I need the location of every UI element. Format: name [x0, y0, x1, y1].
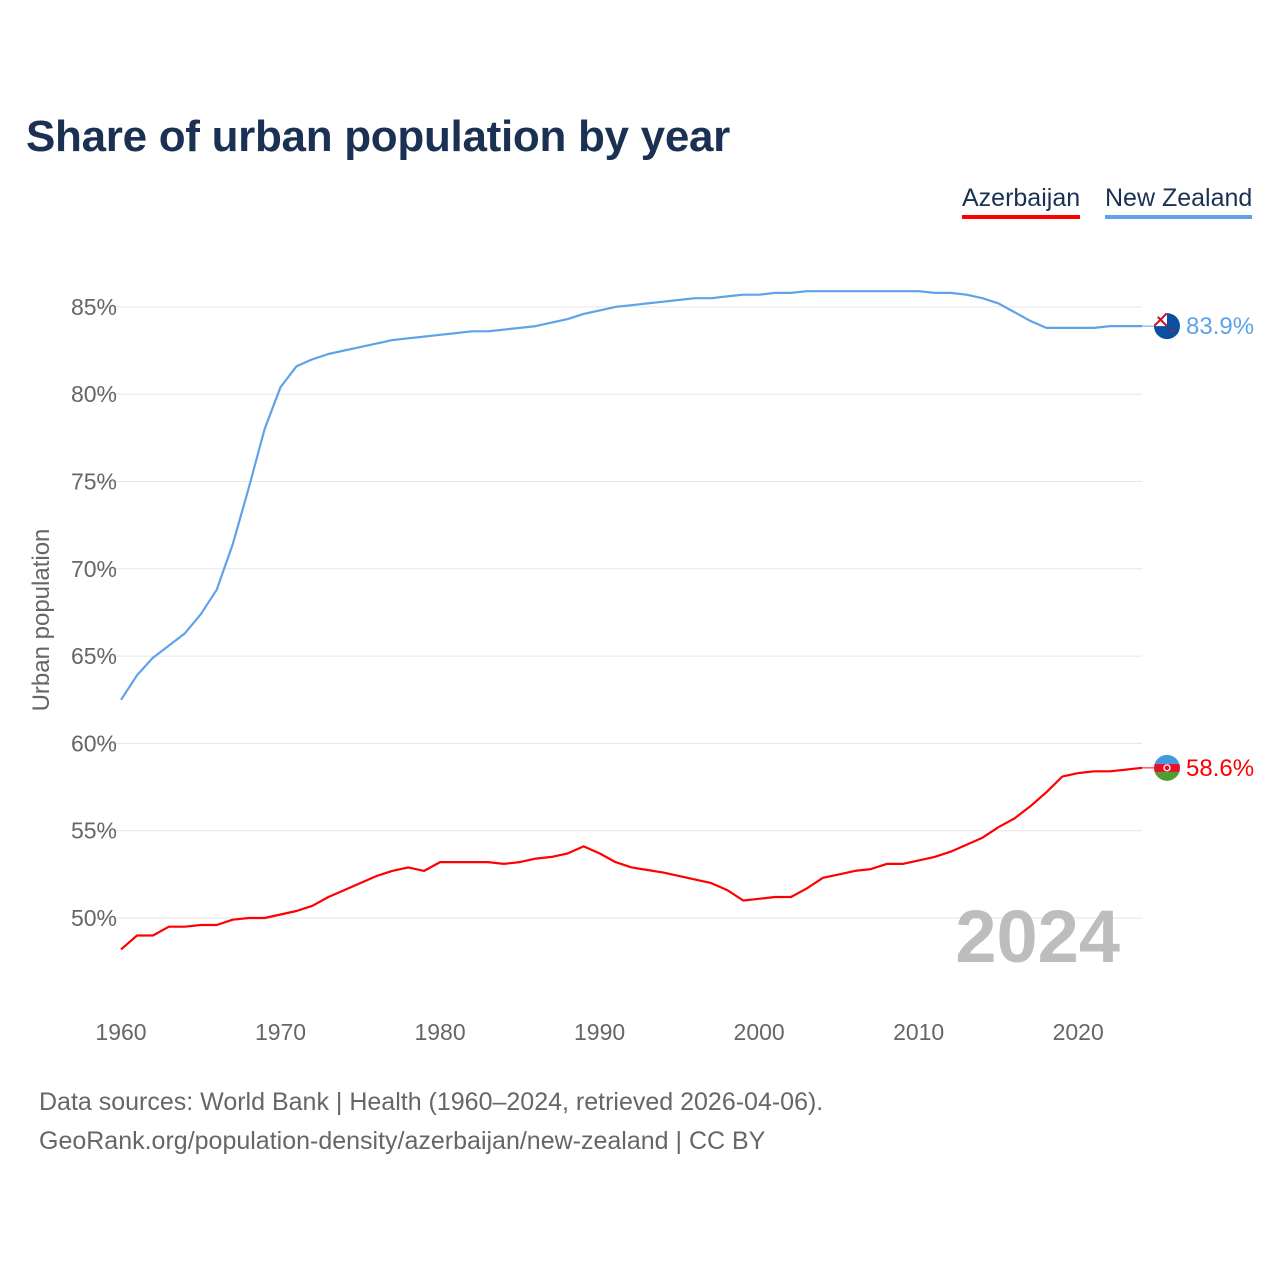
x-tick-label: 1990 — [574, 1019, 625, 1045]
flag-stripe — [1154, 754, 1180, 764]
y-tick-label: 70% — [71, 556, 117, 582]
y-tick-label: 80% — [71, 381, 117, 407]
year-watermark: 2024 — [955, 895, 1120, 978]
x-tick-label: 2020 — [1053, 1019, 1104, 1045]
y-tick-label: 65% — [71, 643, 117, 669]
legend-azerbaijan[interactable]: Azerbaijan — [962, 184, 1081, 219]
x-tick-label: 2000 — [734, 1019, 785, 1045]
flag-stripe — [1154, 771, 1180, 781]
legend-new-zealand[interactable]: New Zealand — [1105, 184, 1253, 219]
end-value-label: 83.9% — [1186, 313, 1254, 340]
azerbaijan-flag-icon — [1154, 754, 1180, 781]
flag-crescent — [1163, 764, 1171, 772]
flag-star — [1170, 328, 1174, 332]
x-tick-label: 1980 — [414, 1019, 465, 1045]
series-line-azerbaijan — [120, 766, 1143, 951]
footer-sources: Data sources: World Bank | Health (1960–… — [39, 1088, 824, 1116]
chart-title: Share of urban population by year — [26, 112, 730, 161]
y-tick-label: 50% — [71, 905, 117, 931]
y-tick-label: 60% — [71, 730, 117, 756]
y-tick-label: 75% — [71, 469, 117, 495]
y-tick-label: 55% — [71, 818, 117, 844]
footer-link[interactable]: GeoRank.org/population-density/azerbaija… — [39, 1127, 766, 1155]
x-tick-label: 1960 — [95, 1019, 146, 1045]
series-line-new-zealand — [120, 290, 1142, 701]
new-zealand-flag-icon — [1154, 313, 1180, 340]
y-tick-label: 85% — [71, 294, 117, 320]
end-value-label: 58.6% — [1186, 755, 1254, 782]
flag-stripe — [1154, 763, 1180, 773]
x-tick-label: 1970 — [255, 1019, 306, 1045]
x-tick-label: 2010 — [893, 1019, 944, 1045]
